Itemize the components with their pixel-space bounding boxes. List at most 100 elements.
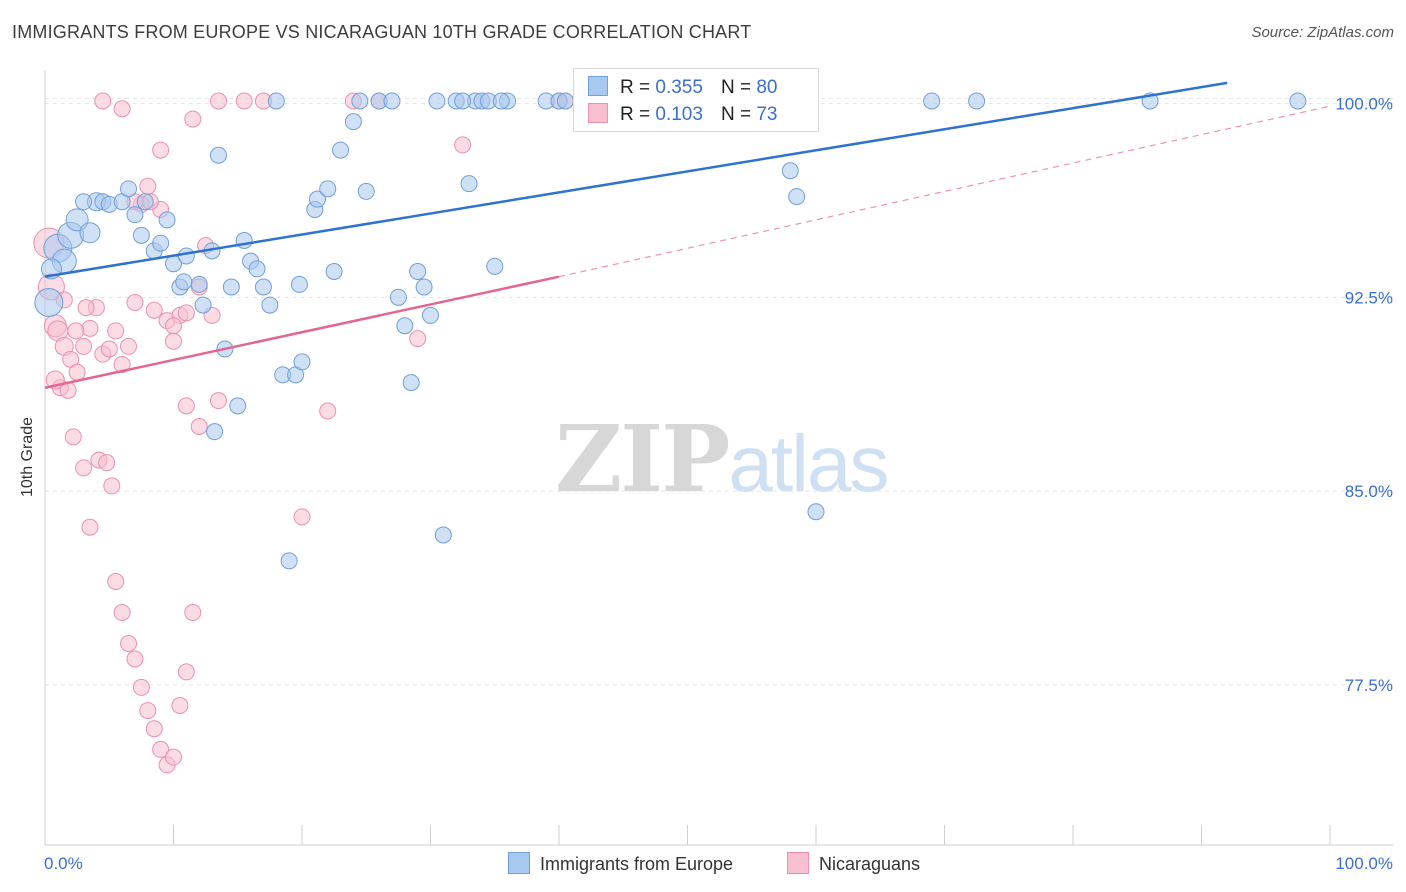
europe-point [357,182,375,200]
europe-point [402,374,420,392]
europe-point [132,226,150,244]
nicaraguans-point [152,740,170,758]
europe-point [175,273,193,291]
x-tick-label: 100.0% [1335,854,1393,873]
legend-item-europe[interactable]: Immigrants from Europe [508,852,733,875]
nicaraguans-trend-line [44,275,560,389]
europe-point [290,275,308,293]
nicaraguans-point [113,604,131,621]
europe-point [229,397,247,415]
nicaraguans-point [165,317,182,335]
nicaraguans-point [94,92,112,110]
nicaraguans-point [177,663,195,681]
nicaraguans-point [98,454,116,472]
nicaraguans-point [235,92,253,110]
europe-point [807,503,825,521]
nicaraguans-point [126,294,144,311]
nicaraguans-point [113,100,131,118]
europe-point [415,278,433,296]
axes [44,70,1393,846]
europe-point [120,180,138,198]
europe-point [254,278,272,296]
legend-r-value: 0.103 [655,104,703,125]
watermark: ZIPatlas [555,405,889,513]
nicaraguans-point [120,635,138,652]
nicaraguans-point [165,332,182,350]
nicaraguans-point [107,573,125,590]
europe-point [206,423,224,441]
gridlines [45,97,1393,686]
nicaraguans-point [319,402,337,420]
europe-point [222,278,240,296]
nicaraguans-point [100,340,118,358]
legend-n-label: N = [720,77,752,98]
chart-title: IMMIGRANTS FROM EUROPE VS NICARAGUAN 10T… [12,22,752,42]
nicaraguans-point [81,518,99,536]
nicaraguans-point [68,363,86,381]
europe-point [158,211,176,229]
nicaraguans-point [190,418,208,435]
legend-swatch-blue [508,852,530,874]
europe-point [261,296,279,314]
europe-point [1289,92,1307,110]
legend-row-europe: R = 0.355 N = 80 [588,76,777,100]
x-tick-label: 0.0% [44,854,83,873]
europe-point [308,190,326,208]
europe-point [325,263,343,280]
nicaraguans-point [132,678,150,696]
nicaraguans-point [75,337,93,355]
europe-point [79,222,101,244]
nicaraguans-point [152,141,170,159]
nicaraguans-point [107,322,125,340]
legend-swatch-pink [588,103,608,123]
legend-row-nicaraguans: R = 0.103 N = 73 [588,103,777,127]
y-tick-label: 100.0% [1335,95,1393,114]
nicaraguans-point [209,392,227,410]
europe-point [460,175,478,193]
nicaraguans-point [145,720,163,738]
europe-point [968,92,986,110]
europe-point [126,206,144,224]
nicaraguans-point [293,508,311,526]
europe-point [781,162,799,180]
nicaraguans-point [165,748,182,766]
nicaraguans-point [145,301,163,319]
legend-swatch-blue [588,76,608,96]
europe-point [136,193,154,211]
europe-point [319,180,337,198]
europe-point [556,92,574,110]
nicaraguans-point [75,459,93,477]
legend-label-europe: Immigrants from Europe [540,854,734,874]
europe-point [422,306,439,324]
series-legend: Immigrants from Europe Nicaraguans [0,852,1406,878]
europe-point [267,92,285,110]
europe-point [923,92,941,110]
europe-point [396,317,414,335]
europe-point [383,92,401,110]
source-label: Source: ZipAtlas.com [1251,24,1394,41]
europe-point [389,288,407,306]
legend-swatch-pink [787,852,809,874]
trend-lines [44,81,1331,389]
legend-r-value: 0.355 [655,77,703,98]
legend-r-label: R = [620,104,651,125]
europe-point [492,92,510,110]
nicaraguans-point [64,428,82,446]
europe-point [428,92,446,110]
nicaraguans-points [33,92,574,774]
europe-point [409,263,427,280]
europe-point [190,275,208,293]
europe-point [177,247,195,265]
nicaraguans-point [184,604,202,621]
legend-item-nicaraguans[interactable]: Nicaraguans [787,852,920,875]
y-tick-label: 92.5% [1345,288,1393,307]
nicaraguans-point [209,92,227,110]
europe-point [152,234,170,252]
europe-point [75,193,93,211]
nicaraguans-point [177,397,195,415]
europe-trend-line [44,81,1228,278]
europe-point [293,353,311,371]
europe-point [332,141,350,159]
nicaraguans-point [126,650,144,668]
